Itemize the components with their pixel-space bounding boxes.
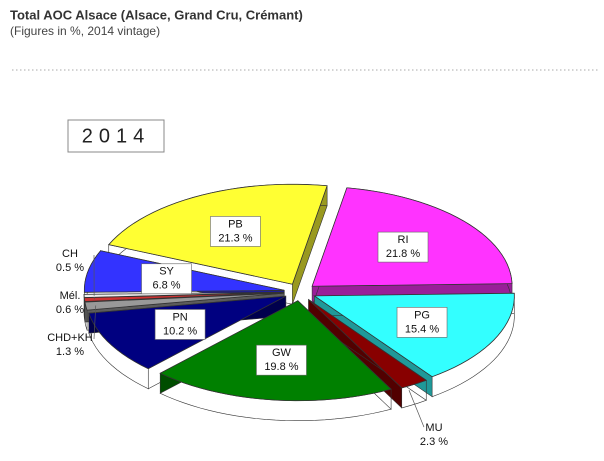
- slice-name: CH: [62, 248, 78, 260]
- leader-line: [408, 389, 425, 428]
- slice-name: Mél.: [60, 290, 81, 302]
- year-box: [67, 119, 165, 153]
- year-label: 2014: [82, 125, 151, 147]
- label-box: [256, 344, 307, 376]
- slice-name: PG: [414, 309, 430, 321]
- slice-top: [84, 292, 285, 311]
- slice-value-label: 21.3 %: [218, 232, 252, 244]
- leader-line: [93, 296, 95, 300]
- slice-value-label: 15.4 %: [405, 323, 439, 335]
- slice-top: [83, 292, 285, 302]
- slice-value-label: 1.3 %: [56, 346, 84, 358]
- slice-value-label: 0.6 %: [56, 304, 84, 316]
- slice-value-label: 21.8 %: [386, 248, 420, 260]
- slice-value-label: 19.8 %: [264, 361, 298, 373]
- slice-name: GW: [272, 347, 292, 359]
- slice-value-label: 6.8 %: [152, 280, 180, 292]
- slice-name: PN: [172, 311, 187, 323]
- slice-value-label: 0.5 %: [56, 262, 84, 274]
- label-box: [210, 216, 261, 247]
- slice-name: PB: [228, 218, 243, 230]
- label-box: [141, 263, 192, 295]
- slice-top: [308, 299, 428, 389]
- slice-value-label: 10.2 %: [163, 325, 197, 337]
- chart-subtitle: (Figures in %, 2014 vintage): [10, 24, 160, 38]
- slice-name: MU: [425, 422, 442, 434]
- chart-title: Total AOC Alsace (Alsace, Grand Cru, Cré…: [10, 7, 303, 22]
- label-box: [154, 309, 206, 340]
- label-box: [377, 231, 429, 263]
- slice: [308, 298, 428, 409]
- slice-name: CHD+KH: [47, 332, 93, 344]
- leader-line: [93, 305, 97, 340]
- slice-name: SY: [159, 266, 174, 278]
- slice-value-label: 2.3 %: [420, 436, 448, 448]
- slice-name: RI: [398, 234, 409, 246]
- label-box: [396, 307, 448, 338]
